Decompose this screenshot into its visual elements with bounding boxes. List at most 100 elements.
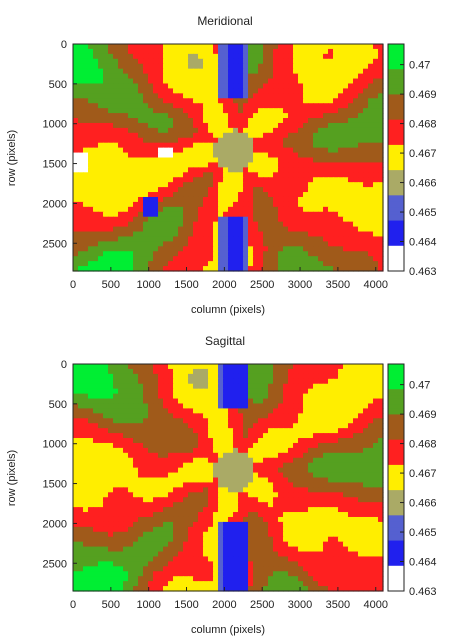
colorbar-segment — [388, 170, 404, 174]
heatmap-cell — [243, 512, 249, 518]
heatmap-cell — [288, 256, 294, 262]
heatmap-cell — [298, 122, 304, 129]
heatmap-cell — [268, 398, 274, 405]
heatmap-cell — [103, 103, 109, 109]
heatmap-cell — [268, 482, 274, 488]
heatmap-cell — [363, 137, 369, 144]
heatmap-cell — [273, 467, 279, 474]
heatmap-cell — [128, 512, 134, 518]
heatmap-cell — [368, 398, 374, 405]
heatmap-cell — [153, 157, 159, 164]
heatmap-cell — [228, 477, 234, 484]
heatmap-cell — [373, 482, 379, 488]
heatmap-cell — [268, 226, 274, 233]
heatmap-cell — [153, 368, 159, 375]
heatmap-cell — [133, 487, 139, 493]
heatmap-cell — [193, 383, 199, 390]
heatmap-cell — [258, 88, 264, 94]
heatmap-cell — [338, 492, 344, 498]
heatmap-cell — [268, 147, 274, 154]
heatmap-cell — [298, 88, 304, 94]
heatmap-cell — [93, 63, 99, 70]
heatmap-cell — [373, 457, 379, 464]
heatmap-cell — [118, 113, 124, 119]
heatmap-cell — [128, 157, 134, 164]
heatmap-cell — [113, 256, 119, 262]
heatmap-cell — [83, 152, 89, 159]
heatmap-cell — [283, 211, 289, 218]
heatmap-cell — [308, 108, 314, 114]
heatmap-cell — [173, 206, 179, 213]
heatmap-cell — [203, 452, 209, 459]
heatmap-cell — [333, 251, 339, 257]
heatmap-cell — [83, 497, 89, 503]
heatmap-cell — [278, 44, 284, 50]
heatmap-cell — [318, 187, 324, 193]
heatmap-cell — [353, 118, 359, 124]
heatmap-cell — [78, 118, 84, 124]
heatmap-cell — [223, 98, 229, 104]
heatmap-cell — [113, 103, 119, 109]
heatmap-cell — [283, 157, 289, 164]
heatmap-cell — [268, 378, 274, 385]
heatmap-cell — [148, 393, 154, 400]
heatmap-cell — [228, 58, 234, 65]
heatmap-cell — [248, 477, 254, 484]
heatmap-cell — [113, 122, 119, 129]
heatmap-cell — [188, 108, 194, 114]
heatmap-cell — [378, 73, 384, 80]
heatmap-cell — [218, 413, 224, 419]
heatmap-cell — [83, 364, 89, 370]
heatmap-cell — [288, 93, 294, 99]
heatmap-cell — [183, 226, 189, 233]
heatmap-cell — [288, 433, 294, 439]
heatmap-cell — [248, 447, 254, 454]
heatmap-cell — [333, 398, 339, 405]
heatmap-cell — [198, 438, 204, 444]
heatmap-cell — [133, 192, 139, 198]
heatmap-cell — [358, 364, 364, 370]
heatmap-cell — [168, 88, 174, 94]
heatmap-cell — [373, 44, 379, 50]
heatmap-cell — [283, 127, 289, 134]
heatmap-cell — [223, 162, 229, 168]
heatmap-cell — [308, 507, 314, 513]
heatmap-cell — [348, 477, 354, 484]
heatmap-cell — [278, 256, 284, 262]
heatmap-cell — [343, 428, 349, 434]
heatmap-cell — [273, 98, 279, 104]
heatmap-cell — [153, 403, 159, 410]
heatmap-cell — [218, 246, 224, 252]
heatmap-cell — [98, 73, 104, 80]
heatmap-cell — [168, 403, 174, 410]
heatmap-cell — [183, 433, 189, 439]
heatmap-cell — [73, 246, 79, 252]
heatmap-cell — [348, 83, 354, 90]
heatmap-cell — [98, 373, 104, 380]
heatmap-cell — [178, 418, 184, 424]
heatmap-cell — [328, 236, 334, 242]
heatmap-cell — [188, 487, 194, 493]
heatmap-cell — [253, 368, 259, 375]
heatmap-cell — [328, 413, 334, 419]
heatmap-cell — [98, 192, 104, 198]
heatmap-cell — [208, 226, 214, 233]
heatmap-cell — [373, 403, 379, 410]
colorbar-segment — [388, 66, 404, 70]
heatmap-cell — [333, 408, 339, 414]
heatmap-cell — [118, 521, 124, 528]
heatmap-cell — [293, 177, 299, 183]
heatmap-cell — [173, 512, 179, 518]
heatmap-cell — [378, 477, 384, 484]
heatmap-cell — [103, 88, 109, 94]
heatmap-cell — [133, 226, 139, 233]
heatmap-cell — [208, 137, 214, 144]
heatmap-cell — [313, 231, 319, 238]
heatmap-cell — [208, 157, 214, 164]
heatmap-cell — [198, 187, 204, 193]
heatmap-cell — [288, 122, 294, 129]
heatmap-cell — [208, 201, 214, 208]
heatmap-cell — [343, 236, 349, 242]
heatmap-cell — [133, 492, 139, 498]
heatmap-cell — [368, 187, 374, 193]
